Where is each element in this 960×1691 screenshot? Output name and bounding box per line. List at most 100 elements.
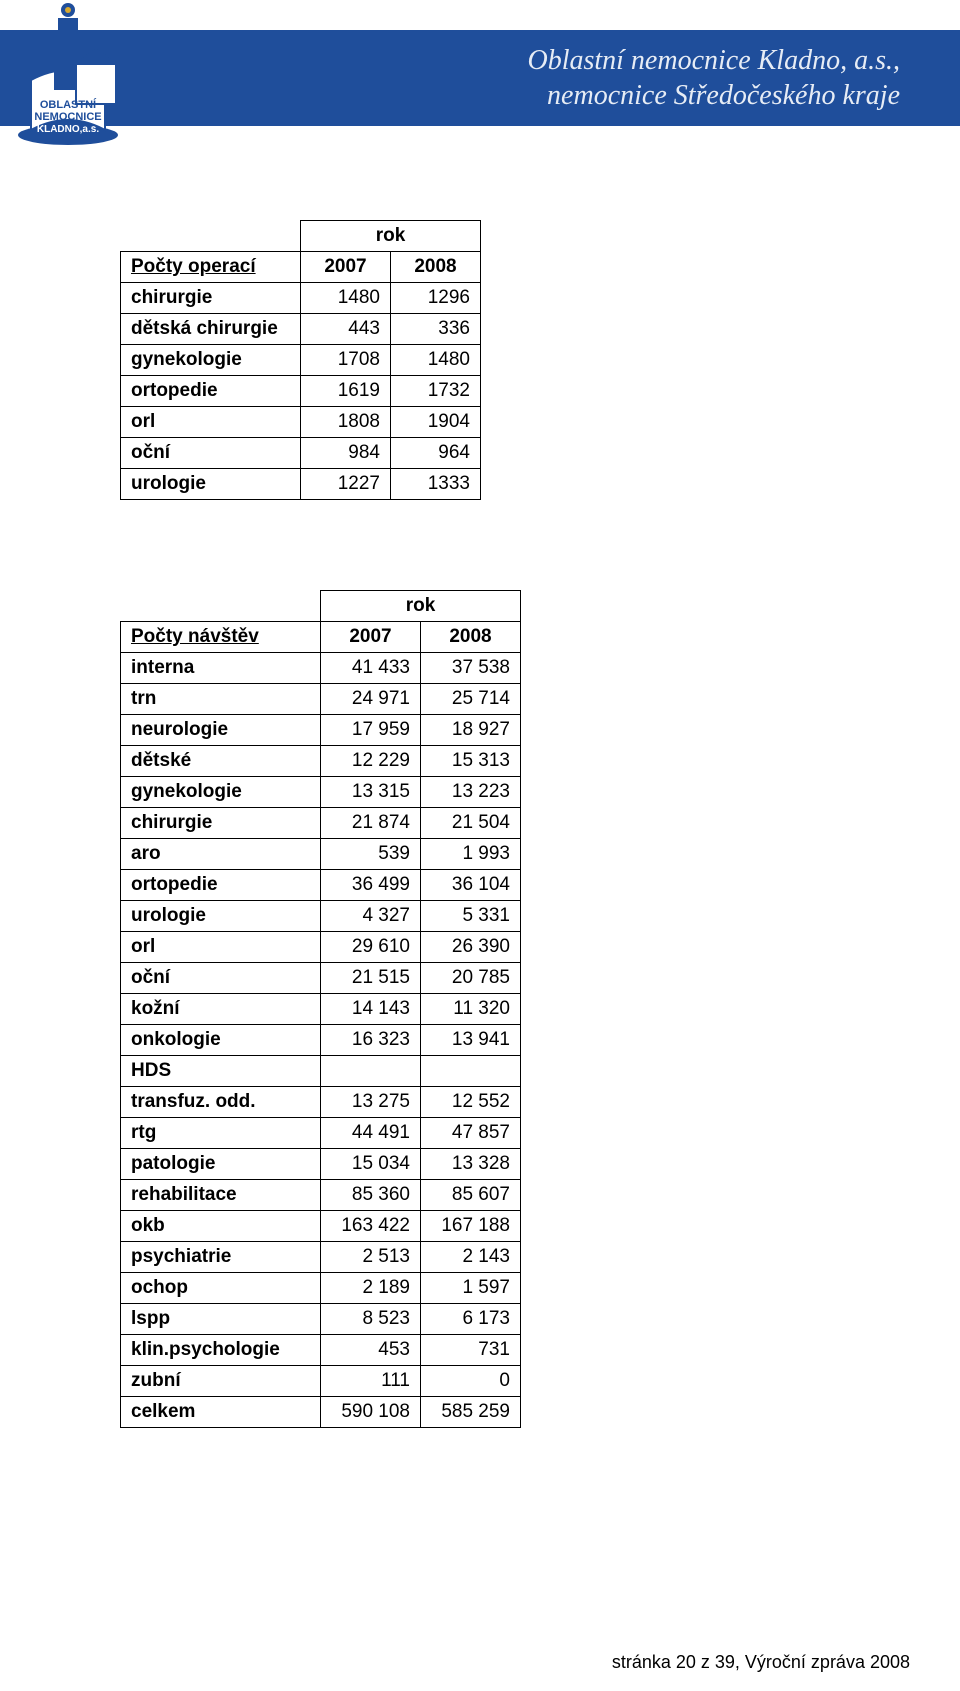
- row-label: rtg: [121, 1118, 321, 1149]
- row-value: 85 360: [321, 1180, 421, 1211]
- row-label: rehabilitace: [121, 1180, 321, 1211]
- t1-title: Počty operací: [121, 252, 301, 283]
- t2-year-0: 2007: [321, 622, 421, 653]
- row-label: lspp: [121, 1304, 321, 1335]
- table-row: orl29 61026 390: [121, 932, 521, 963]
- row-value: 14 143: [321, 994, 421, 1025]
- table-row: gynekologie17081480: [121, 345, 481, 376]
- table-row: neurologie17 95918 927: [121, 715, 521, 746]
- row-value: 13 315: [321, 777, 421, 808]
- row-label: orl: [121, 407, 301, 438]
- header-line1: Oblastní nemocnice Kladno, a.s.,: [527, 43, 900, 78]
- page-footer: stránka 20 z 39, Výroční zpráva 2008: [612, 1652, 910, 1673]
- t1-year-0: 2007: [301, 252, 391, 283]
- svg-text:NEMOCNICE: NEMOCNICE: [34, 111, 101, 123]
- header-title: Oblastní nemocnice Kladno, a.s., nemocni…: [527, 43, 900, 113]
- table-row: zubní1110: [121, 1366, 521, 1397]
- row-value: 21 515: [321, 963, 421, 994]
- row-value: 585 259: [421, 1397, 521, 1428]
- row-value: 1708: [301, 345, 391, 376]
- row-label: zubní: [121, 1366, 321, 1397]
- t2-title: Počty návštěv: [121, 622, 321, 653]
- row-value: 85 607: [421, 1180, 521, 1211]
- row-value: 1480: [391, 345, 481, 376]
- row-label: onkologie: [121, 1025, 321, 1056]
- table-row: ortopedie16191732: [121, 376, 481, 407]
- table-row: psychiatrie2 5132 143: [121, 1242, 521, 1273]
- row-value: 6 173: [421, 1304, 521, 1335]
- row-value: 25 714: [421, 684, 521, 715]
- operations-table: rok Počty operací 2007 2008 chirurgie148…: [120, 220, 481, 500]
- row-value: 21 504: [421, 808, 521, 839]
- row-value: [321, 1056, 421, 1087]
- table-row: onkologie16 32313 941: [121, 1025, 521, 1056]
- row-value: 1 993: [421, 839, 521, 870]
- table-row: ochop2 1891 597: [121, 1273, 521, 1304]
- row-value: 24 971: [321, 684, 421, 715]
- row-label: ochop: [121, 1273, 321, 1304]
- page-header: Oblastní nemocnice Kladno, a.s., nemocni…: [0, 0, 960, 160]
- row-value: 1296: [391, 283, 481, 314]
- row-value: 0: [421, 1366, 521, 1397]
- table-row: urologie4 3275 331: [121, 901, 521, 932]
- row-value: 539: [321, 839, 421, 870]
- row-value: 47 857: [421, 1118, 521, 1149]
- row-value: 590 108: [321, 1397, 421, 1428]
- table-row: trn24 97125 714: [121, 684, 521, 715]
- row-label: chirurgie: [121, 283, 301, 314]
- table-row: patologie15 03413 328: [121, 1149, 521, 1180]
- row-label: urologie: [121, 469, 301, 500]
- row-value: 16 323: [321, 1025, 421, 1056]
- row-value: 163 422: [321, 1211, 421, 1242]
- row-label: kožní: [121, 994, 321, 1025]
- row-label: ortopedie: [121, 870, 321, 901]
- row-value: 1333: [391, 469, 481, 500]
- row-value: 36 104: [421, 870, 521, 901]
- row-value: 443: [301, 314, 391, 345]
- row-value: 964: [391, 438, 481, 469]
- table-row: rtg44 49147 857: [121, 1118, 521, 1149]
- table-row: urologie12271333: [121, 469, 481, 500]
- row-value: 1904: [391, 407, 481, 438]
- table-row: ortopedie36 49936 104: [121, 870, 521, 901]
- row-label: interna: [121, 653, 321, 684]
- row-label: okb: [121, 1211, 321, 1242]
- row-label: klin.psychologie: [121, 1335, 321, 1366]
- row-value: 41 433: [321, 653, 421, 684]
- row-value: 1480: [301, 283, 391, 314]
- svg-text:KLADNO,a.s.: KLADNO,a.s.: [37, 124, 99, 135]
- table-row: gynekologie13 31513 223: [121, 777, 521, 808]
- row-value: 13 328: [421, 1149, 521, 1180]
- row-label: oční: [121, 963, 321, 994]
- row-label: transfuz. odd.: [121, 1087, 321, 1118]
- row-value: 12 229: [321, 746, 421, 777]
- row-value: 2 189: [321, 1273, 421, 1304]
- table-row: aro5391 993: [121, 839, 521, 870]
- row-value: 8 523: [321, 1304, 421, 1335]
- row-value: 26 390: [421, 932, 521, 963]
- row-value: 29 610: [321, 932, 421, 963]
- row-value: 12 552: [421, 1087, 521, 1118]
- t1-rok-label: rok: [301, 221, 481, 252]
- row-value: 731: [421, 1335, 521, 1366]
- row-value: 18 927: [421, 715, 521, 746]
- t2-year-1: 2008: [421, 622, 521, 653]
- svg-text:OBLASTNÍ: OBLASTNÍ: [40, 98, 97, 111]
- header-line2: nemocnice Středočeského kraje: [527, 78, 900, 113]
- table-row: chirurgie14801296: [121, 283, 481, 314]
- row-label: oční: [121, 438, 301, 469]
- table-row: rehabilitace85 36085 607: [121, 1180, 521, 1211]
- row-value: 13 941: [421, 1025, 521, 1056]
- row-label: aro: [121, 839, 321, 870]
- row-label: patologie: [121, 1149, 321, 1180]
- row-value: 17 959: [321, 715, 421, 746]
- row-value: 13 275: [321, 1087, 421, 1118]
- table-row: celkem590 108585 259: [121, 1397, 521, 1428]
- row-value: 2 143: [421, 1242, 521, 1273]
- t1-year-1: 2008: [391, 252, 481, 283]
- row-value: 2 513: [321, 1242, 421, 1273]
- row-label: trn: [121, 684, 321, 715]
- table-row: transfuz. odd.13 27512 552: [121, 1087, 521, 1118]
- row-value: 36 499: [321, 870, 421, 901]
- row-value: 5 331: [421, 901, 521, 932]
